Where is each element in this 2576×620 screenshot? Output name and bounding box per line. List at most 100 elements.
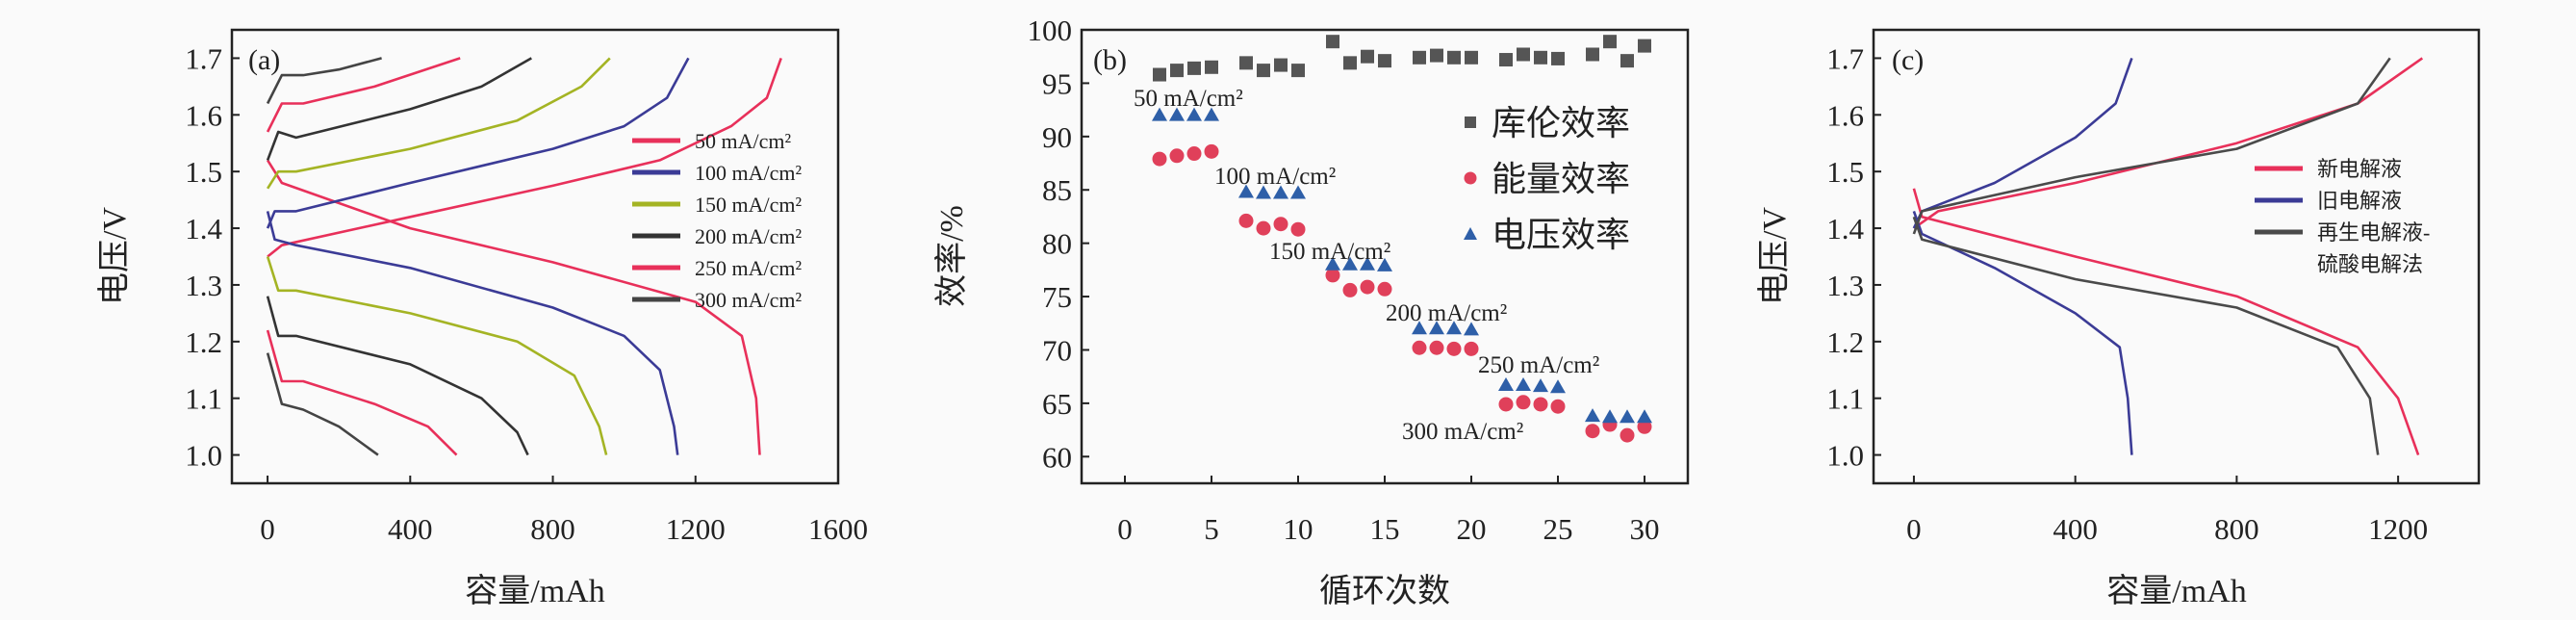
coulombic-efficiency-point	[1638, 39, 1651, 53]
coulombic-efficiency-point	[1517, 47, 1530, 62]
current-density-annotation: 250 mA/cm²	[1478, 352, 1599, 378]
panel-a: 容量/mAh 电压/V 0 400 800 1200 1600 1.0 1.1 1.2 1.3 1…	[96, 28, 868, 609]
y-tick-label: 70	[1042, 333, 1072, 367]
x-tick-label: 1200	[666, 512, 726, 546]
y-tick-label: 1.0	[185, 439, 222, 473]
voltage-efficiency-point	[1169, 107, 1185, 121]
x-tick-label: 0	[260, 512, 275, 546]
series-charge-curve	[266, 57, 690, 229]
y-tick-label: 80	[1042, 227, 1072, 261]
panel-label: (a)	[248, 44, 280, 76]
energy-efficiency-point	[1152, 151, 1167, 167]
energy-efficiency-point	[1290, 221, 1306, 237]
legend-label: 库伦效率	[1492, 104, 1630, 142]
energy-efficiency-point	[1169, 148, 1185, 164]
legend-label: 200 mA/cm²	[695, 224, 802, 248]
y-tick-label: 75	[1042, 280, 1072, 314]
series-charge-curve	[1912, 57, 2391, 235]
energy-efficiency-point	[1377, 281, 1392, 297]
energy-efficiency-point	[1256, 220, 1271, 236]
voltage-efficiency-point	[1290, 185, 1306, 199]
series-charge-curve	[266, 57, 461, 133]
x-tick-label: 400	[388, 512, 433, 546]
energy-efficiency-point	[1273, 217, 1288, 232]
series-discharge-curve	[266, 352, 379, 456]
voltage-efficiency-point	[1256, 185, 1271, 199]
x-tick-label: 0	[1906, 512, 1922, 546]
voltage-efficiency-point	[1602, 409, 1618, 424]
energy-efficiency-point	[1498, 397, 1514, 412]
y-tick-label: 1.3	[185, 269, 222, 302]
coulombic-efficiency-point	[1205, 60, 1218, 74]
legend-marker	[1464, 227, 1477, 240]
coulombic-efficiency-point	[1430, 48, 1443, 63]
current-density-annotation: 300 mA/cm²	[1402, 419, 1523, 445]
series-charge-curve	[267, 57, 611, 190]
y-tick-label: 100	[1028, 13, 1073, 47]
legend-label: 300 mA/cm²	[695, 288, 802, 312]
coulombic-efficiency-point	[1378, 54, 1391, 68]
panel-label: (b)	[1093, 44, 1127, 76]
coulombic-efficiency-point	[1343, 56, 1357, 70]
legend-label: 新电解液	[2317, 157, 2402, 181]
coulombic-efficiency-point	[1153, 67, 1166, 82]
voltage-efficiency-point	[1412, 321, 1427, 335]
coulombic-efficiency-point	[1465, 50, 1478, 65]
voltage-efficiency-point	[1238, 184, 1254, 198]
x-axis-label: 容量/mAh	[2106, 573, 2246, 609]
y-tick-label: 1.7	[1826, 41, 1864, 75]
voltage-efficiency-point	[1637, 409, 1652, 424]
energy-efficiency-point	[1637, 419, 1652, 434]
coulombic-efficiency-point	[1326, 35, 1339, 49]
legend-label: 150 mA/cm²	[695, 193, 802, 217]
series-discharge-curve	[266, 256, 608, 455]
coulombic-efficiency-point	[1447, 50, 1461, 65]
coulombic-efficiency-point	[1291, 64, 1305, 78]
coulombic-efficiency-point	[1187, 61, 1201, 75]
y-tick-label: 1.3	[1826, 269, 1864, 302]
y-tick-label: 1.6	[1826, 98, 1864, 132]
coulombic-efficiency-point	[1603, 35, 1617, 49]
legend-marker	[1465, 116, 1476, 128]
x-tick-label: 800	[2214, 512, 2259, 546]
y-tick-label: 1.4	[185, 212, 222, 245]
y-tick-label: 1.5	[1826, 155, 1864, 189]
coulombic-efficiency-point	[1551, 51, 1565, 65]
coulombic-efficiency-point	[1499, 53, 1513, 67]
series-discharge-curve	[1912, 210, 2133, 455]
energy-efficiency-point	[1446, 341, 1462, 356]
x-tick-label: 1600	[808, 512, 868, 546]
voltage-efficiency-point	[1429, 321, 1444, 335]
y-tick-label: 1.0	[1826, 439, 1864, 473]
coulombic-efficiency-point	[1170, 64, 1184, 78]
energy-efficiency-point	[1550, 399, 1566, 414]
y-axis-label: 电压/V	[96, 207, 133, 305]
current-density-annotation: 50 mA/cm²	[1134, 86, 1243, 112]
panel-label: (c)	[1892, 44, 1924, 76]
voltage-efficiency-point	[1620, 409, 1635, 424]
legend-marker	[1464, 171, 1477, 185]
x-axis-label: 容量/mAh	[465, 573, 604, 609]
x-tick-label: 1200	[2368, 512, 2428, 546]
x-tick-label: 30	[1630, 512, 1660, 546]
voltage-efficiency-point	[1516, 377, 1531, 392]
y-tick-label: 1.6	[185, 98, 222, 132]
y-tick-label: 95	[1042, 66, 1072, 100]
voltage-efficiency-point	[1585, 408, 1600, 423]
voltage-efficiency-point	[1204, 107, 1219, 121]
y-tick-label: 1.7	[185, 41, 222, 75]
coulombic-efficiency-point	[1620, 54, 1634, 68]
x-tick-label: 0	[1117, 512, 1133, 546]
energy-efficiency-point	[1360, 279, 1375, 295]
series-discharge-curve	[266, 211, 679, 455]
coulombic-efficiency-point	[1361, 49, 1374, 64]
voltage-efficiency-point	[1360, 256, 1375, 271]
energy-efficiency-point	[1620, 427, 1635, 443]
legend-label: 50 mA/cm²	[695, 129, 791, 153]
coulombic-efficiency-point	[1586, 47, 1599, 62]
y-tick-label: 1.1	[185, 382, 222, 416]
series-discharge-curve	[1912, 216, 2380, 455]
x-tick-label: 10	[1284, 512, 1314, 546]
x-tick-label: 25	[1543, 512, 1573, 546]
